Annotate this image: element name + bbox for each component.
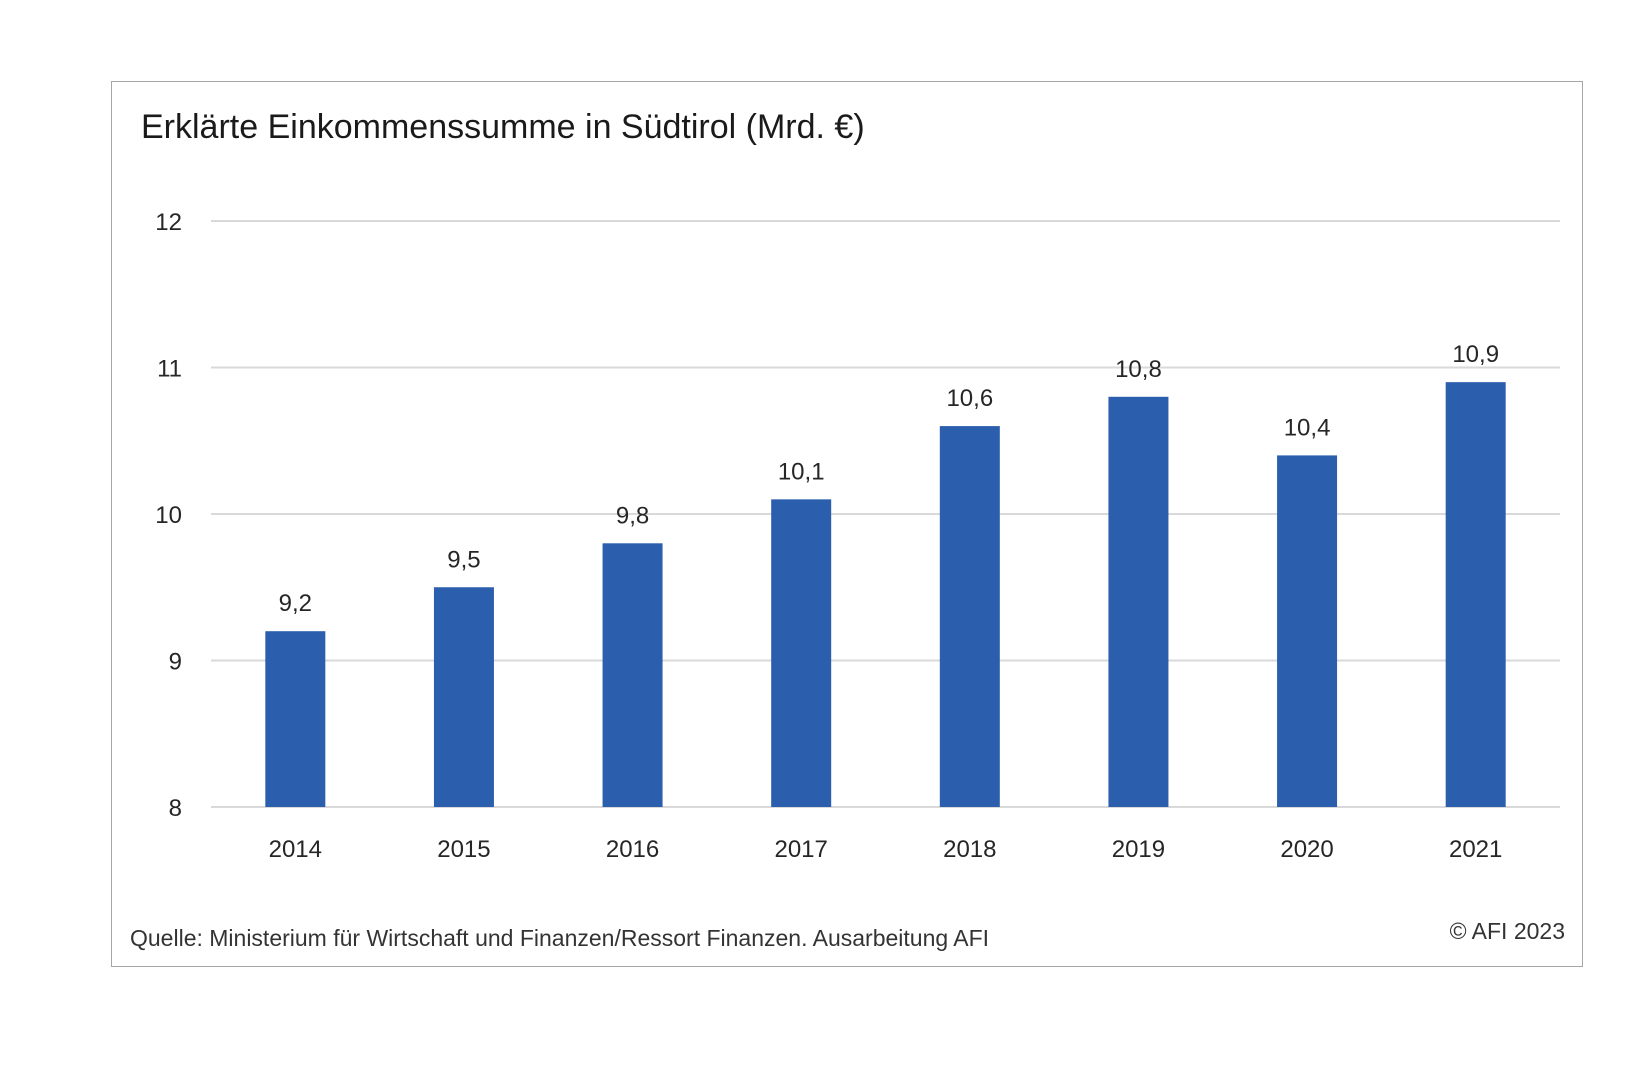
data-label-2015: 9,5 (447, 546, 480, 573)
x-tick-label-2014: 2014 (269, 836, 322, 863)
bar-2015 (433, 587, 494, 807)
bar-2021 (1445, 382, 1506, 807)
data-label-2014: 9,2 (279, 590, 312, 617)
x-axis-ticks: 2014 2015 2016 2017 2018 2019 2020 2021 (269, 836, 1503, 863)
y-tick-label: 12 (155, 209, 182, 236)
bar-2017 (771, 499, 832, 807)
data-label-2021: 10,9 (1452, 341, 1499, 368)
data-label-2020: 10,4 (1284, 414, 1331, 441)
data-labels: 9,2 9,5 9,8 10,1 10,6 10,8 10,4 10,9 (279, 341, 1499, 617)
data-label-2019: 10,8 (1115, 356, 1162, 383)
data-label-2017: 10,1 (778, 458, 825, 485)
y-tick-label: 11 (157, 356, 182, 383)
x-tick-label-2019: 2019 (1112, 836, 1165, 863)
bar-2018 (939, 426, 1000, 807)
x-tick-label-2015: 2015 (437, 836, 490, 863)
bar-2016 (602, 543, 663, 807)
data-label-2016: 9,8 (616, 502, 649, 529)
source-note: Quelle: Ministerium für Wirtschaft und F… (130, 925, 990, 951)
chart-frame (111, 81, 1583, 967)
data-label-2018: 10,6 (946, 385, 993, 412)
x-tick-label-2017: 2017 (774, 836, 827, 863)
y-tick-label: 10 (155, 502, 182, 529)
bar-2014 (265, 631, 326, 807)
copyright-note: © AFI 2023 (1449, 918, 1565, 944)
gridlines (211, 220, 1560, 808)
y-tick-label: 8 (169, 795, 182, 822)
x-tick-label-2020: 2020 (1280, 836, 1333, 863)
bar-2019 (1108, 396, 1169, 807)
x-tick-label-2016: 2016 (606, 836, 659, 863)
x-tick-label-2021: 2021 (1449, 836, 1502, 863)
bars (265, 382, 1506, 807)
chart-title: Erklärte Einkommenssumme in Südtirol (Mr… (141, 108, 865, 146)
y-tick-label: 9 (169, 649, 182, 676)
bar-2020 (1277, 455, 1338, 807)
y-axis-ticks: 8 9 10 11 12 (155, 209, 182, 822)
x-tick-label-2018: 2018 (943, 836, 996, 863)
